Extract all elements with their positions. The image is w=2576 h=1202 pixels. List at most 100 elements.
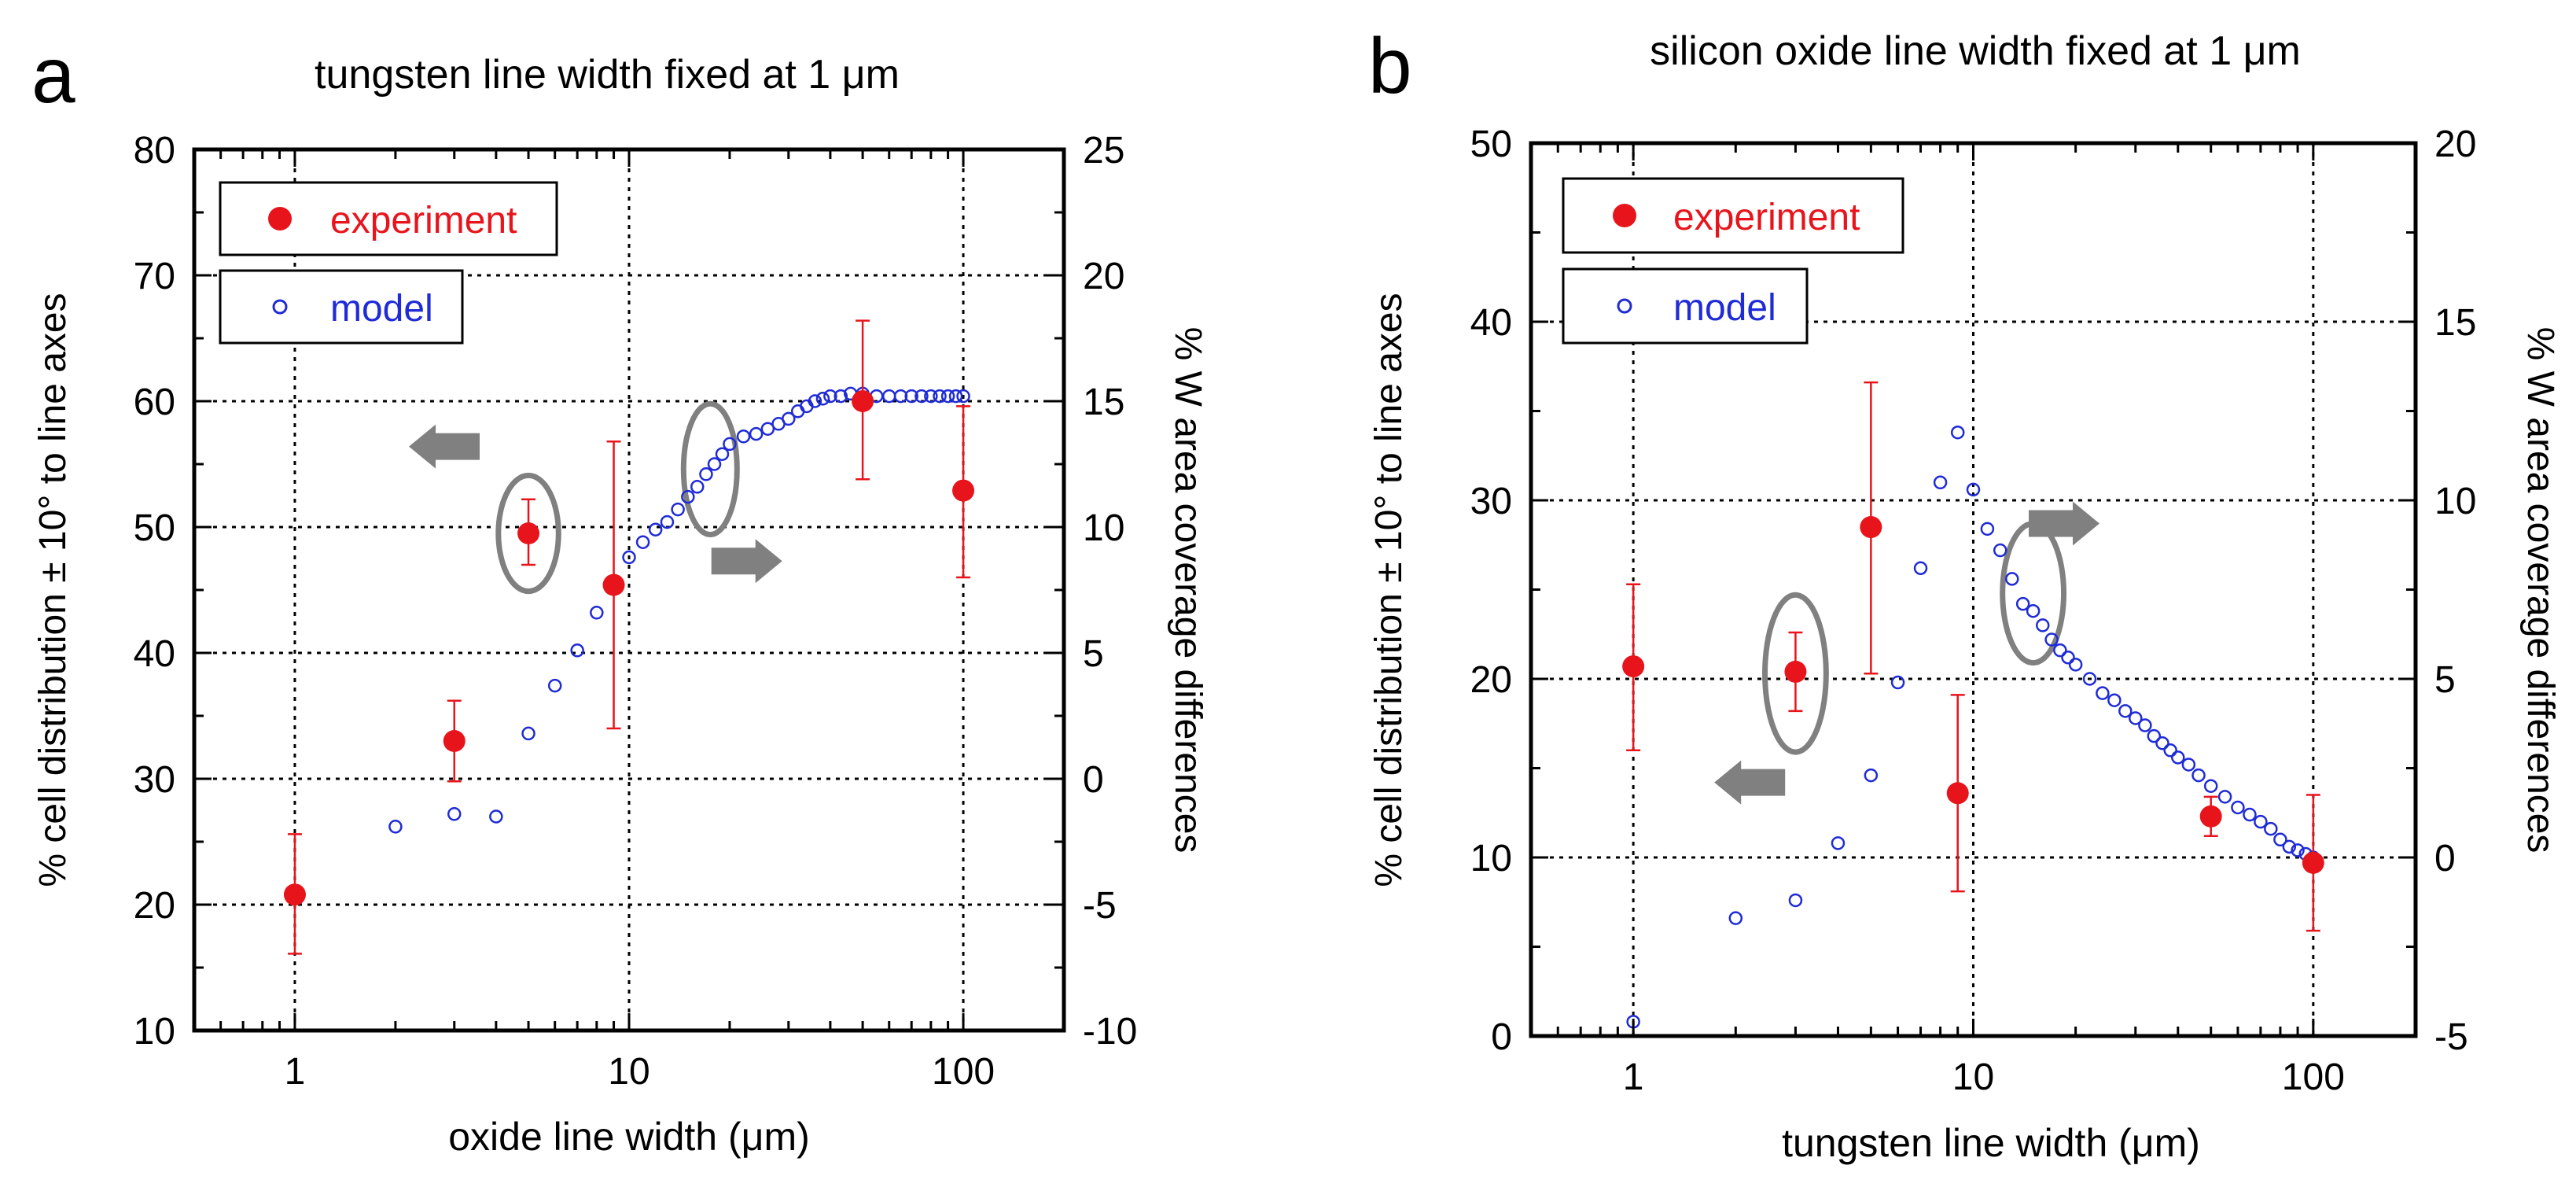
- experiment-point-5-b: [2199, 805, 2222, 828]
- y-tick-label-80-a: 80: [134, 130, 175, 171]
- y-axis-label-a: % cell distribution ± 10° to line axes: [32, 293, 74, 887]
- model-point-11-b: [1980, 522, 1995, 536]
- y2-tick-label-5-a: 5: [1083, 633, 1104, 675]
- x-axis-label-a: oxide line width (μm): [448, 1115, 810, 1159]
- legend-box-model-b: [1562, 267, 1809, 345]
- model-point-34-b: [2217, 790, 2232, 804]
- x-axis-label-b: tungsten line width (μm): [1782, 1121, 2200, 1165]
- y2-axis-label-a: % W area coverage differences: [1167, 327, 1209, 854]
- model-point-5-a: [521, 726, 535, 741]
- chart-title-a: tungsten line width fixed at 1 μm: [315, 52, 900, 98]
- panel-label-a: a: [31, 31, 75, 120]
- model-point-43-a: [956, 389, 970, 404]
- model-point-4-a: [489, 809, 503, 824]
- model-point-14-b: [2015, 596, 2030, 611]
- model-point-23-b: [2107, 693, 2122, 707]
- model-point-25-a: [782, 411, 796, 426]
- y-tick-label-60-a: 60: [134, 382, 175, 423]
- experiment-point-5-a: [852, 390, 874, 412]
- model-point-42-a: [948, 389, 963, 404]
- arrow-right-icon-b: [2029, 501, 2100, 546]
- model-point-13-a: [660, 514, 675, 529]
- marks-b: [1622, 381, 2324, 1029]
- model-point-3-a: [447, 807, 462, 821]
- y2-tick-label-5-b: 5: [2434, 659, 2456, 701]
- model-point-41-b: [2291, 843, 2305, 857]
- y-tick-label-10-b: 10: [1470, 838, 1512, 879]
- model-point-20-a: [723, 437, 737, 452]
- annotation-ellipse-2-a: [680, 400, 740, 538]
- model-point-29-a: [815, 392, 830, 406]
- model-point-2-b: [1728, 911, 1743, 925]
- model-point-40-a: [933, 389, 947, 404]
- model-point-30-a: [823, 389, 837, 404]
- model-point-18-b: [2053, 643, 2067, 658]
- model-point-12-b: [1993, 543, 2007, 558]
- y-tick-label-30-a: 30: [134, 759, 175, 801]
- model-point-16-a: [690, 480, 705, 494]
- model-point-4-b: [1831, 836, 1846, 850]
- y2-tick-label--5-b: -5: [2434, 1016, 2468, 1058]
- y-tick-label-10-a: 10: [134, 1011, 175, 1053]
- legend-marker-model-a: [272, 299, 288, 315]
- model-point-9-b: [1950, 425, 1965, 440]
- model-point-16-b: [2036, 618, 2050, 632]
- y-tick-label-50-a: 50: [134, 507, 175, 549]
- y-tick-label-70-a: 70: [134, 256, 175, 297]
- panel-b: b silicon oxide line width fixed at 1 μm…: [1368, 22, 2561, 1165]
- y-axis-label-b: % cell distribution ± 10° to line axes: [1368, 293, 1410, 887]
- x-tick-label-10-a: 10: [608, 1051, 650, 1093]
- panel-label-b: b: [1368, 22, 1412, 110]
- model-point-35-b: [2231, 800, 2245, 815]
- model-point-36-a: [893, 389, 908, 404]
- y2-tick-label-10-b: 10: [2434, 481, 2476, 522]
- model-point-39-b: [2273, 832, 2287, 847]
- model-point-15-b: [2026, 603, 2041, 618]
- model-point-22-b: [2096, 686, 2110, 700]
- y-tick-label-50-b: 50: [1470, 124, 1512, 165]
- annotation-ellipse-2-b: [2000, 521, 2067, 666]
- legend-marker-experiment-b: [1613, 204, 1636, 227]
- y2-tick-label-20-a: 20: [1083, 256, 1124, 297]
- marks-a: [283, 319, 975, 955]
- model-point-37-a: [904, 389, 918, 404]
- model-point-15-a: [681, 489, 695, 504]
- x-tick-label-1-b: 1: [1623, 1056, 1644, 1098]
- y2-tick-label-15-a: 15: [1083, 382, 1124, 423]
- model-point-3-b: [1788, 893, 1803, 908]
- model-point-22-a: [749, 426, 764, 441]
- y-tick-label-20-a: 20: [134, 885, 175, 927]
- model-point-31-b: [2181, 758, 2196, 772]
- y-tick-label-0-b: 0: [1491, 1016, 1512, 1058]
- legend-marker-model-b: [1617, 298, 1632, 314]
- model-point-5-b: [1864, 768, 1879, 783]
- annotation-ellipse-1-b: [1762, 592, 1829, 755]
- x-tick-label-10-b: 10: [1952, 1056, 1994, 1098]
- model-point-17-a: [699, 467, 713, 481]
- y2-axis-label-b: % W area coverage differences: [2519, 327, 2561, 854]
- model-point-28-b: [2155, 736, 2169, 750]
- model-point-18-a: [707, 457, 722, 471]
- model-point-19-b: [2061, 651, 2075, 665]
- y2-tick-label--10-a: -10: [1083, 1011, 1137, 1053]
- model-point-8-b: [1933, 475, 1948, 490]
- model-point-33-b: [2203, 779, 2218, 793]
- model-point-24-b: [2118, 704, 2133, 718]
- model-point-26-b: [2138, 718, 2152, 732]
- model-point-36-b: [2243, 807, 2257, 822]
- y2-tick-label-10-a: 10: [1083, 507, 1124, 549]
- y2-tick-label-20-b: 20: [2434, 124, 2476, 165]
- legend-a: experiment model: [219, 181, 558, 345]
- experiment-point-1-b: [1622, 655, 1645, 678]
- model-point-31-a: [834, 389, 848, 404]
- model-point-12-a: [648, 522, 663, 536]
- x-tick-label-100-b: 100: [2282, 1056, 2345, 1098]
- model-point-29-b: [2163, 743, 2177, 758]
- legend-label-model-a: model: [330, 288, 433, 330]
- arrow-left-icon-a: [409, 424, 480, 469]
- model-point-13-b: [2005, 572, 2019, 586]
- y-tick-label-30-b: 30: [1470, 481, 1512, 522]
- experiment-point-6-b: [2302, 851, 2324, 874]
- y2-tick-label-15-b: 15: [2434, 302, 2476, 344]
